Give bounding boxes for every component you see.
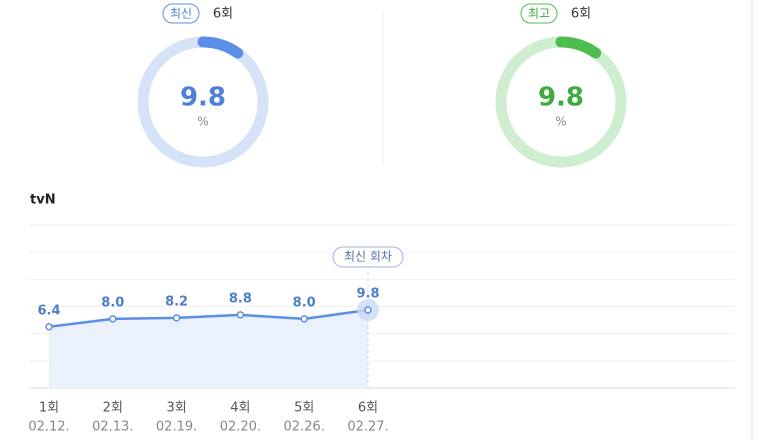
value-label: 8.0 — [293, 295, 316, 310]
x-tick-label: 5회 — [294, 401, 314, 416]
x-tick-date: 02.20. — [220, 420, 261, 435]
value-label: 9.8 — [356, 286, 379, 301]
annotation-box — [332, 246, 404, 268]
value-label: 6.4 — [37, 303, 60, 318]
gauge-unit: % — [555, 115, 566, 129]
x-tick-label: 6회 — [358, 401, 378, 416]
x-tick-date: 02.12. — [28, 420, 69, 435]
x-tick-date: 02.26. — [284, 420, 325, 435]
area — [49, 309, 368, 388]
gauge-arc — [197, 36, 244, 59]
badge — [520, 3, 558, 24]
line — [48, 308, 369, 328]
episode: 6회 — [571, 7, 591, 22]
x-tick-date: 02.27. — [347, 420, 388, 435]
value-label: 8.8 — [229, 291, 252, 306]
x-tick-date: 02.13. — [92, 420, 133, 435]
x-tick-label: 2회 — [103, 401, 123, 416]
point — [300, 315, 308, 323]
badge-label: 최신 — [170, 7, 192, 21]
point — [109, 315, 117, 323]
x-tick-label: 3회 — [166, 401, 186, 416]
badge — [162, 3, 200, 24]
x-tick-label: 1회 — [39, 401, 59, 416]
value-label: 8.0 — [101, 295, 124, 310]
gauge-unit: % — [197, 115, 208, 129]
badge-label: 최고 — [528, 7, 550, 21]
point — [172, 314, 181, 322]
point — [364, 306, 372, 314]
gauge-arc — [555, 36, 602, 59]
gauge-value: 9.8 — [538, 83, 584, 113]
annotation: 최신 회차 — [344, 250, 392, 264]
chart-title: tvN — [30, 193, 56, 208]
point — [45, 323, 53, 331]
point — [236, 311, 245, 319]
x-tick-date: 02.19. — [156, 420, 197, 435]
gauge-value: 9.8 — [180, 83, 226, 113]
x-tick-label: 4회 — [230, 401, 250, 416]
episode: 6회 — [213, 7, 233, 22]
value-label: 8.2 — [165, 294, 188, 309]
